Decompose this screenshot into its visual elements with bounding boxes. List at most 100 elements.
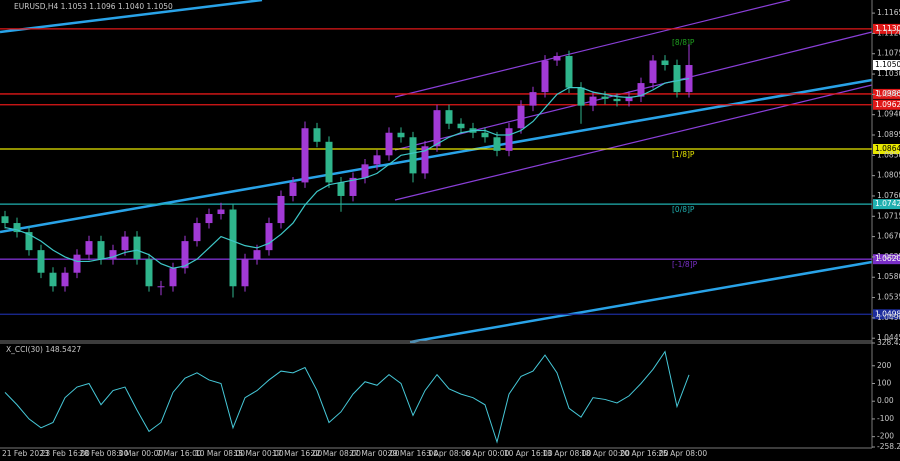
candle-body	[265, 223, 273, 251]
level-tag	[873, 99, 900, 110]
y-tick-label: 0.00	[877, 396, 894, 405]
murray-label: [-1/8]P	[672, 260, 698, 269]
y-tick-label: 1.0850	[877, 150, 900, 159]
x-tick-label: 29 Mar 16:00	[388, 449, 438, 458]
level-tag	[873, 254, 900, 265]
candle-body	[205, 214, 213, 224]
y-tick-label: 1.0805	[877, 171, 900, 180]
candle-body	[229, 209, 237, 287]
y-tick-label: 1.0580	[877, 272, 900, 281]
x-tick-label: 23 Feb 16:00	[41, 449, 90, 458]
symbol-header: EURUSD,H4 1.1053 1.1096 1.1040 1.1050	[14, 2, 173, 11]
y-tick-label: 1.1030	[877, 69, 900, 78]
x-tick-label: 18 Apr 00:00	[581, 449, 630, 458]
x-tick-label: 17 Mar 16:00	[272, 449, 322, 458]
candle-body	[361, 164, 369, 178]
candle-body	[313, 128, 321, 142]
x-tick-label: 27 Mar 00:00	[349, 449, 399, 458]
x-tick-label: 3 Mar 00:00	[118, 449, 164, 458]
candle-body	[217, 209, 225, 215]
candle-body	[493, 137, 501, 151]
candle-body	[97, 241, 105, 260]
y-tick-label: 1.0490	[877, 313, 900, 322]
candle-body	[529, 92, 537, 106]
candle-body	[373, 155, 381, 165]
candle-body	[565, 55, 573, 88]
murray-label: [1/8]P	[672, 150, 695, 159]
level-tag-label: 1.0742	[875, 199, 900, 208]
x-tick-label: 6 Apr 00:00	[465, 449, 509, 458]
candle-body	[541, 60, 549, 93]
candle-body	[385, 132, 393, 156]
murray-label: [0/8]P	[672, 205, 695, 214]
level-tag-label: 1.0620	[875, 254, 900, 263]
y-tick-label: 1.0940	[877, 110, 900, 119]
x-tick-label: 15 Mar 00:00	[234, 449, 284, 458]
level-tag-label: 1.1130	[875, 24, 900, 33]
y-tick-label: 1.0625	[877, 252, 900, 261]
x-tick-label: 10 Mar 08:00	[195, 449, 245, 458]
candle-body	[277, 195, 285, 224]
candle-body	[649, 60, 657, 84]
candle-body	[25, 232, 33, 251]
candle-body	[613, 98, 621, 102]
candle-body	[73, 254, 81, 273]
x-tick-label: 28 Feb 08:00	[79, 449, 128, 458]
x-tick-label: 20 Apr 16:00	[620, 449, 669, 458]
indicator-title: X_CCI(30) 148.5427	[6, 345, 81, 354]
candle-body	[625, 96, 633, 102]
candle-body	[337, 182, 345, 196]
candle-body	[661, 60, 669, 66]
cci-line	[4, 350, 690, 444]
y-tick-label: 1.0895	[877, 130, 900, 139]
level-tag	[873, 199, 900, 210]
y-tick-label: 328.4203	[877, 338, 900, 347]
y-tick-label: -258.2997	[877, 442, 900, 451]
candle-body	[145, 259, 153, 287]
candle-body	[325, 141, 333, 183]
candle-body	[397, 132, 405, 138]
y-tick-label: 1.0760	[877, 191, 900, 200]
candle-body	[517, 105, 525, 129]
candle-body	[37, 250, 45, 273]
x-tick-label: 13 Apr 08:00	[542, 449, 591, 458]
x-tick-label: 7 Mar 16:00	[156, 449, 202, 458]
price-tag-label: 1.1050	[875, 60, 900, 69]
candle-body	[121, 236, 129, 251]
candle-body	[253, 250, 261, 260]
candle-body	[61, 272, 69, 287]
candle-body	[193, 223, 201, 242]
candle-body	[109, 250, 117, 260]
y-tick-label: 1.0985	[877, 89, 900, 98]
y-tick-label: -100	[877, 414, 894, 423]
candle-body	[421, 146, 429, 174]
candle-body	[1, 216, 9, 224]
x-tick-label: 10 Apr 16:00	[504, 449, 553, 458]
murray-label: [8/8]P	[672, 38, 695, 47]
level-tag	[873, 309, 900, 320]
price-tag	[873, 60, 900, 71]
candle-body	[49, 272, 57, 287]
candle-body	[637, 83, 645, 97]
candle-body	[157, 286, 165, 288]
y-tick-label: 1.0715	[877, 211, 900, 220]
candle-body	[481, 132, 489, 138]
candle-body	[349, 177, 357, 196]
level-tag	[873, 88, 900, 99]
level-tag-label: 1.0864	[875, 144, 900, 153]
candle-body	[457, 123, 465, 129]
x-tick-label: 21 Feb 2023	[2, 449, 49, 458]
level-tag	[873, 144, 900, 155]
level-tag	[873, 23, 900, 34]
candle-body	[133, 236, 141, 260]
candle-body	[301, 128, 309, 183]
candle-body	[241, 259, 249, 287]
level-tag-label: 1.0498	[875, 309, 900, 318]
level-tag-label: 1.0986	[875, 89, 900, 98]
candle-body	[673, 65, 681, 93]
candle-body	[445, 110, 453, 124]
candle-body	[589, 96, 597, 106]
candle-body	[85, 241, 93, 255]
